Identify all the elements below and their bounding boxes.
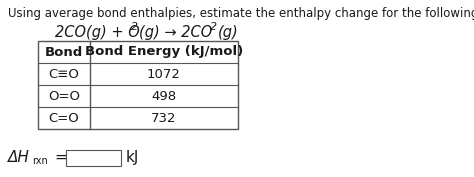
- Text: 498: 498: [151, 90, 176, 102]
- Text: O=O: O=O: [48, 90, 80, 102]
- Text: 2: 2: [210, 22, 217, 32]
- Text: C=O: C=O: [49, 112, 79, 124]
- Bar: [66, 150, 121, 166]
- Text: (g): (g): [218, 25, 239, 40]
- Text: (g) → 2CO: (g) → 2CO: [139, 25, 212, 40]
- Text: ΔH: ΔH: [8, 150, 30, 165]
- Text: Bond Energy (kJ/mol): Bond Energy (kJ/mol): [85, 45, 243, 59]
- Text: rxn: rxn: [32, 156, 48, 166]
- Bar: [38, 41, 238, 129]
- Text: kJ: kJ: [126, 150, 139, 165]
- Text: =: =: [54, 150, 67, 165]
- Text: Using average bond enthalpies, estimate the enthalpy change for the following re: Using average bond enthalpies, estimate …: [8, 7, 474, 20]
- Text: C≡O: C≡O: [48, 67, 80, 81]
- Text: 2: 2: [131, 22, 138, 32]
- Text: 732: 732: [151, 112, 177, 124]
- Text: 1072: 1072: [147, 67, 181, 81]
- Text: Bond: Bond: [45, 45, 83, 59]
- Text: 2CO(g) + O: 2CO(g) + O: [55, 25, 140, 40]
